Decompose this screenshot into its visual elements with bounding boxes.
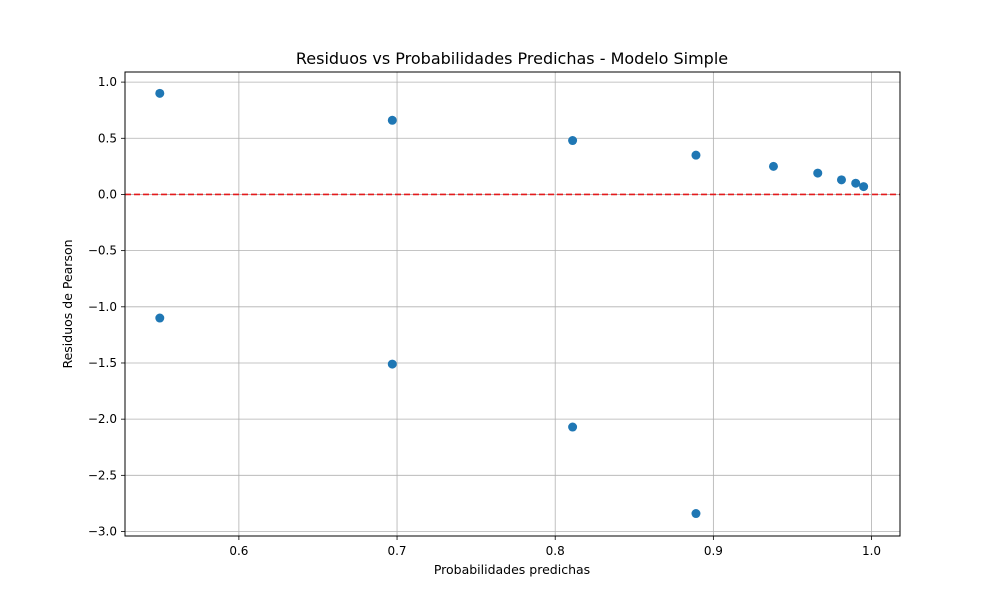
y-tick-label: −3.0 bbox=[88, 525, 117, 539]
data-point bbox=[851, 178, 861, 188]
x-tick-label: 1.0 bbox=[862, 544, 881, 558]
x-axis-label: Probabilidades predichas bbox=[434, 562, 590, 577]
data-point bbox=[836, 175, 846, 185]
x-axis-ticks: 0.6 0.7 0.8 0.9 1.0 bbox=[229, 536, 881, 558]
y-axis-ticks: 1.0 0.5 0.0 −0.5 −1.0 −1.5 −2.0 −2.5 −3.0 bbox=[88, 75, 125, 539]
data-point bbox=[155, 88, 165, 98]
data-point bbox=[691, 509, 701, 519]
data-point bbox=[691, 150, 701, 160]
y-tick-label: −1.0 bbox=[88, 300, 117, 314]
y-tick-label: 0.5 bbox=[98, 131, 117, 145]
data-point bbox=[568, 136, 578, 146]
y-tick-label: −1.5 bbox=[88, 356, 117, 370]
y-axis-label: Residuos de Pearson bbox=[60, 239, 75, 368]
data-point bbox=[155, 313, 165, 323]
x-tick-label: 0.6 bbox=[229, 544, 248, 558]
x-tick-label: 0.7 bbox=[387, 544, 406, 558]
chart-title: Residuos vs Probabilidades Predichas - M… bbox=[296, 49, 728, 68]
data-point bbox=[813, 168, 823, 178]
grid-lines bbox=[125, 72, 900, 536]
data-point bbox=[568, 422, 578, 432]
x-tick-label: 0.8 bbox=[546, 544, 565, 558]
y-tick-label: −2.0 bbox=[88, 412, 117, 426]
x-tick-label: 0.9 bbox=[704, 544, 723, 558]
data-point bbox=[387, 359, 397, 369]
plot-frame bbox=[124, 71, 901, 537]
y-tick-label: −2.5 bbox=[88, 468, 117, 482]
data-point bbox=[768, 161, 778, 171]
y-tick-label: −0.5 bbox=[88, 244, 117, 258]
data-points bbox=[155, 88, 869, 519]
y-tick-label: 0.0 bbox=[98, 187, 117, 201]
data-point bbox=[387, 115, 397, 125]
data-point bbox=[859, 182, 869, 192]
y-tick-label: 1.0 bbox=[98, 75, 117, 89]
